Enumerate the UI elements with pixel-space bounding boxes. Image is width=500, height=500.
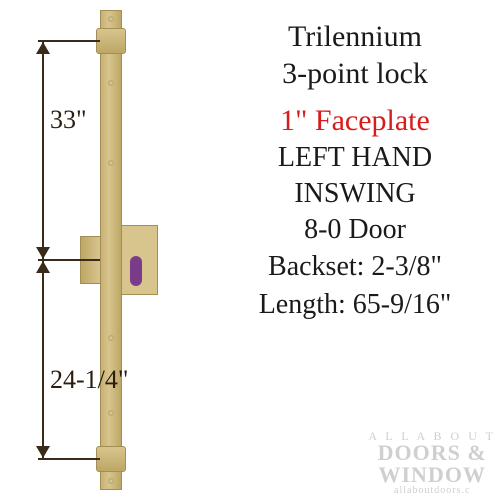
screw-hole [108,410,114,416]
arrow-icon [36,247,50,259]
faceplate-spec: 1" Faceplate [220,104,490,138]
screw-hole [108,80,114,86]
hand-line-1: LEFT HAND [220,142,490,174]
backset-spec: Backset: 2-3/8" [220,250,490,284]
watermark-url: allaboutdoors.c [368,486,496,496]
screw-hole [108,335,114,341]
arrow-icon [36,42,50,54]
brand-watermark: A L L A B O U T DOORS & WINDOW allaboutd… [368,430,496,496]
lock-diagram: 33" 24-1/4" [10,10,210,490]
keyhole [130,256,142,286]
dim-upper-label: 33" [50,105,87,135]
length-spec: Length: 65-9/16" [220,288,490,322]
product-figure: 33" 24-1/4" Trilennium 3-point lock 1" F… [0,0,500,500]
door-size: 8-0 Door [220,214,490,246]
screw-hole [108,16,114,22]
title-line-2: 3-point lock [220,57,490,90]
dim-line-upper [42,41,44,260]
spec-text: Trilennium 3-point lock 1" Faceplate LEF… [220,20,490,326]
arrow-icon [36,446,50,458]
top-bolt [96,28,126,54]
dim-lower-label: 24-1/4" [50,365,129,395]
hand-line-2: INSWING [220,178,490,210]
screw-hole [108,478,114,484]
dim-line-lower [42,260,44,459]
dim-tick [38,458,100,460]
title-line-1: Trilennium [220,20,490,53]
arrow-icon [36,261,50,273]
watermark-line-3: WINDOW [368,464,496,486]
watermark-line-2: DOORS & [368,442,496,464]
screw-hole [108,160,114,166]
bottom-bolt [96,446,126,472]
